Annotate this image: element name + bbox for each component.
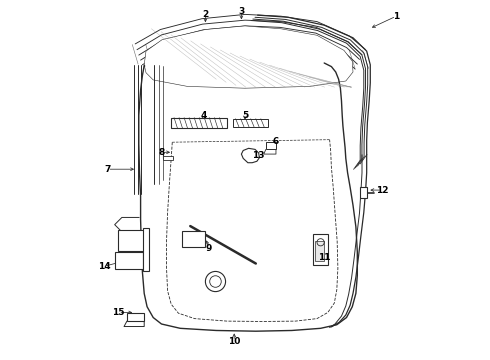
Text: 9: 9 (206, 244, 212, 253)
Bar (171, 118, 227, 128)
Bar (182, 231, 205, 247)
Bar (233, 119, 268, 127)
Bar (314, 234, 328, 265)
Text: 14: 14 (98, 262, 110, 271)
Bar (127, 313, 144, 321)
Text: 3: 3 (238, 7, 245, 16)
Text: 7: 7 (104, 165, 111, 174)
Text: 13: 13 (252, 151, 264, 160)
Bar (163, 156, 173, 160)
Text: 2: 2 (202, 10, 209, 19)
Text: 15: 15 (112, 308, 124, 317)
Bar (360, 187, 367, 198)
Text: 5: 5 (242, 111, 248, 120)
Bar (266, 142, 276, 149)
Polygon shape (242, 148, 259, 163)
Bar (315, 241, 324, 261)
Text: 11: 11 (318, 253, 330, 262)
Text: 10: 10 (228, 337, 241, 346)
Bar (116, 252, 144, 269)
Text: 4: 4 (200, 111, 207, 120)
Text: 6: 6 (272, 136, 279, 145)
Text: 1: 1 (393, 12, 399, 21)
Polygon shape (144, 26, 353, 88)
Bar (143, 228, 149, 271)
Text: 12: 12 (375, 186, 388, 194)
Bar (118, 230, 147, 251)
Text: 8: 8 (158, 148, 165, 157)
